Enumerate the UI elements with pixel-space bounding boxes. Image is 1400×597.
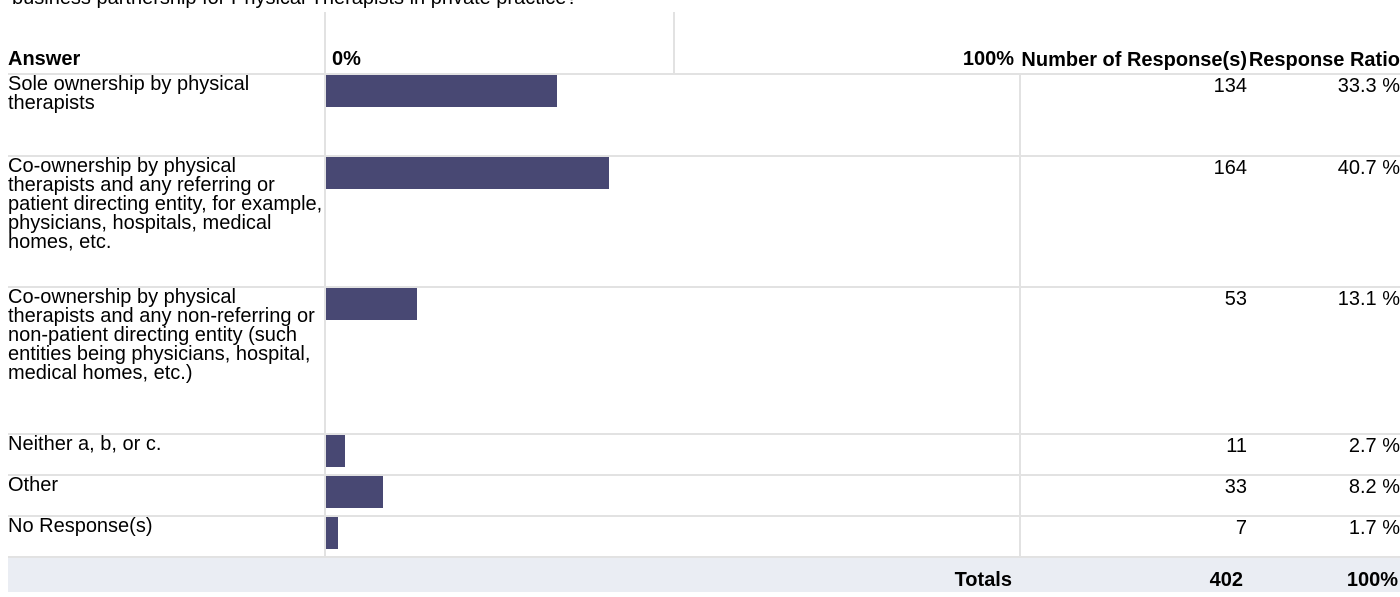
bar-axis-header: 0% 100% [324, 12, 1020, 75]
ratio-header: Response Ratio [1247, 12, 1400, 75]
response-bar [326, 476, 383, 508]
bar-cell [324, 287, 1021, 435]
table-row: Other 33 8.2 % [8, 475, 1400, 517]
bar-cell [324, 516, 1021, 558]
response-count: 33 [1020, 475, 1247, 517]
count-header: Number of Response(s) [1020, 12, 1247, 75]
answer-rows: Sole ownership by physical therapists 134… [8, 74, 1400, 558]
response-bar [326, 75, 557, 107]
response-ratio: 40.7 % [1247, 156, 1400, 288]
table-row: Co-ownership by physical therapists and … [8, 287, 1400, 435]
question-title: business partnership for Physical Therap… [12, 0, 577, 10]
answer-label: Co-ownership by physical therapists and … [8, 287, 325, 435]
table-row: No Response(s) 7 1.7 % [8, 516, 1400, 558]
table-row: Co-ownership by physical therapists and … [8, 156, 1400, 288]
response-ratio: 8.2 % [1247, 475, 1400, 517]
answer-label: Neither a, b, or c. [8, 434, 325, 476]
answer-header: Answer [8, 12, 325, 75]
response-count: 7 [1020, 516, 1247, 558]
response-bar [326, 517, 338, 549]
answer-label: Sole ownership by physical therapists [8, 74, 325, 157]
axis-max-label: 100% [962, 48, 1014, 70]
table-row: Sole ownership by physical therapists 134… [8, 74, 1400, 157]
response-count: 53 [1020, 287, 1247, 435]
axis-min-label: 0% [332, 48, 361, 70]
bar-cell [324, 156, 1021, 288]
response-bar [326, 288, 417, 320]
response-bar [326, 435, 345, 467]
totals-ratio: 100% [1247, 557, 1400, 592]
response-ratio: 1.7 % [1247, 516, 1400, 558]
totals-row: Totals 402 100% [8, 557, 1400, 592]
bar-cell [324, 475, 1021, 517]
bar-cell [324, 434, 1021, 476]
answer-label: No Response(s) [8, 516, 325, 558]
answer-label: Co-ownership by physical therapists and … [8, 156, 325, 288]
response-ratio: 13.1 % [1247, 287, 1400, 435]
response-count: 164 [1020, 156, 1247, 288]
bar-cell [324, 74, 1021, 157]
response-ratio: 33.3 % [1247, 74, 1400, 157]
response-count: 134 [1020, 74, 1247, 157]
response-bar [326, 157, 609, 189]
response-ratio: 2.7 % [1247, 434, 1400, 476]
totals-count: 402 [1020, 557, 1247, 592]
axis-midline [673, 12, 675, 73]
answer-label: Other [8, 475, 325, 517]
results-table: Answer 0% 100% Number of Response(s) Res… [8, 12, 1400, 592]
response-count: 11 [1020, 434, 1247, 476]
header-row: Answer 0% 100% Number of Response(s) Res… [8, 12, 1400, 75]
table-row: Neither a, b, or c. 11 2.7 % [8, 434, 1400, 476]
totals-label: Totals [8, 557, 1020, 592]
